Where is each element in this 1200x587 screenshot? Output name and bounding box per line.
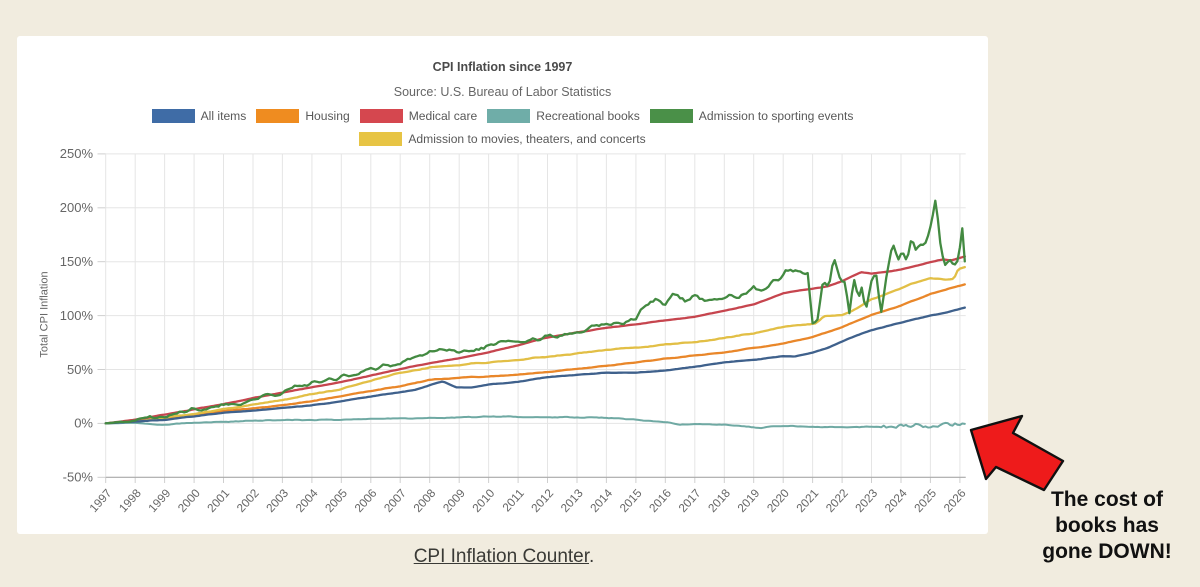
svg-text:Total CPI Inflation: Total CPI Inflation <box>39 271 51 357</box>
svg-text:2008: 2008 <box>410 486 438 515</box>
svg-text:0%: 0% <box>74 416 93 431</box>
svg-text:2003: 2003 <box>263 486 291 515</box>
svg-text:2014: 2014 <box>587 486 615 515</box>
svg-text:2025: 2025 <box>911 486 939 515</box>
svg-text:2018: 2018 <box>705 486 733 515</box>
svg-text:2011: 2011 <box>499 486 526 514</box>
svg-text:2001: 2001 <box>204 486 232 515</box>
svg-text:2010: 2010 <box>469 486 497 515</box>
svg-text:2006: 2006 <box>352 486 380 515</box>
svg-text:200%: 200% <box>60 200 94 215</box>
svg-text:2013: 2013 <box>558 486 586 515</box>
svg-text:2019: 2019 <box>734 486 762 515</box>
svg-text:2026: 2026 <box>941 486 969 515</box>
svg-text:2007: 2007 <box>381 486 409 515</box>
svg-text:-50%: -50% <box>63 470 94 485</box>
svg-text:2024: 2024 <box>882 486 910 515</box>
svg-text:1999: 1999 <box>145 486 173 515</box>
svg-text:2017: 2017 <box>676 486 704 515</box>
svg-text:2005: 2005 <box>322 486 350 515</box>
svg-text:100%: 100% <box>60 308 94 323</box>
svg-text:2000: 2000 <box>175 486 203 515</box>
svg-text:2021: 2021 <box>793 486 821 515</box>
svg-text:2016: 2016 <box>646 486 674 515</box>
svg-text:2022: 2022 <box>823 486 851 515</box>
svg-text:150%: 150% <box>60 254 94 269</box>
svg-text:2020: 2020 <box>764 486 792 515</box>
svg-text:1998: 1998 <box>116 486 144 515</box>
svg-text:250%: 250% <box>60 146 94 161</box>
svg-text:2004: 2004 <box>293 486 321 515</box>
svg-text:50%: 50% <box>67 362 93 377</box>
svg-text:2002: 2002 <box>234 486 262 515</box>
svg-text:2015: 2015 <box>617 486 645 515</box>
svg-text:2012: 2012 <box>528 486 556 515</box>
svg-text:1997: 1997 <box>86 486 114 515</box>
svg-text:2009: 2009 <box>440 486 468 515</box>
svg-text:2023: 2023 <box>852 486 880 515</box>
